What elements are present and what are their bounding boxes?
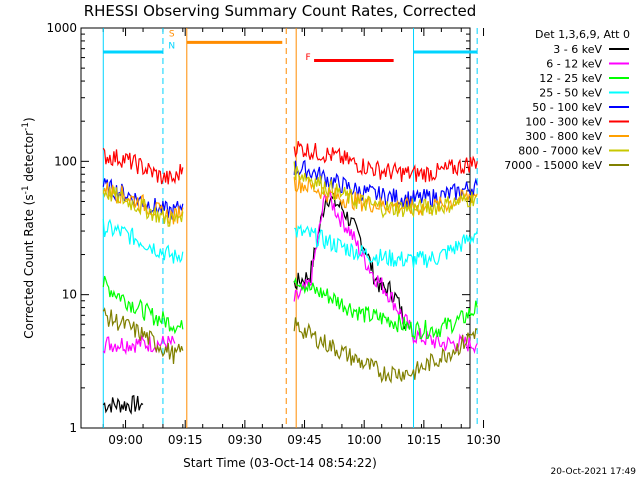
y-axis-label: Corrected Count Rate (s-1 detector-1) (21, 117, 36, 338)
plot-area: 1 10 100 1000 09:00 09:15 09:30 09:45 10:00 10:15… (46, 21, 500, 447)
svg-text:Corrected Count Rate (s-1 dete: Corrected Count Rate (s-1 detector-1) (21, 117, 36, 338)
legend-label: 12 - 25 keV (539, 72, 602, 85)
series-line-2-1 (293, 276, 478, 341)
series-line-7-1 (293, 161, 478, 219)
legend-label: 800 - 7000 keV (518, 145, 602, 158)
series-line-7-0 (102, 186, 184, 227)
legend-label: 3 - 6 keV (553, 43, 602, 56)
legend-label: 6 - 12 keV (546, 58, 602, 71)
legend-label: 25 - 50 keV (539, 87, 602, 100)
series-line-8-0 (102, 307, 184, 364)
series-line-8-1 (293, 317, 478, 384)
series-line-0-0 (102, 394, 144, 415)
x-tick-label: 09:45 (287, 433, 322, 447)
x-tick-label: 10:00 (347, 433, 382, 447)
series-line-3-1 (294, 223, 478, 269)
series-line-3-0 (102, 218, 184, 264)
timestamp: 20-Oct-2021 17:49 (551, 467, 637, 477)
legend-header: Det 1,3,6,9, Att 0 (535, 28, 630, 41)
x-tick-label: 09:15 (168, 433, 203, 447)
legend-label: 300 - 800 keV (525, 130, 602, 143)
x-tick-label: 10:30 (466, 433, 501, 447)
legend-label: 7000 - 15000 keV (504, 159, 602, 172)
x-tick-label: 10:15 (407, 433, 442, 447)
marker-f: F (306, 53, 311, 63)
marker-n: N (168, 42, 175, 52)
legend: Det 1,3,6,9, Att 0 3 - 6 keV 6 - 12 keV12… (504, 28, 630, 172)
series-line-1-0 (102, 335, 176, 356)
legend-label: 100 - 300 keV (525, 116, 602, 129)
legend-label: 50 - 100 keV (532, 101, 602, 114)
series-line-4-0 (102, 178, 184, 220)
y-tick-label: 1 (69, 421, 77, 435)
series-line-5-0 (102, 147, 184, 185)
x-tick-label: 09:00 (108, 433, 143, 447)
series-line-5-1 (293, 141, 478, 183)
y-tick-label: 100 (54, 154, 77, 168)
series-line-2-0 (102, 275, 184, 335)
y-tick-label: 1000 (46, 21, 77, 35)
x-axis-label: Start Time (03-Oct-14 08:54:22) (183, 456, 377, 470)
y-tick-label: 10 (62, 288, 77, 302)
x-tick-label: 09:30 (228, 433, 263, 447)
plot-frame (80, 27, 471, 429)
series-line-4-1 (293, 159, 478, 208)
chart-title: RHESSI Observing Summary Count Rates, Co… (84, 2, 477, 20)
marker-s: S (169, 30, 175, 40)
